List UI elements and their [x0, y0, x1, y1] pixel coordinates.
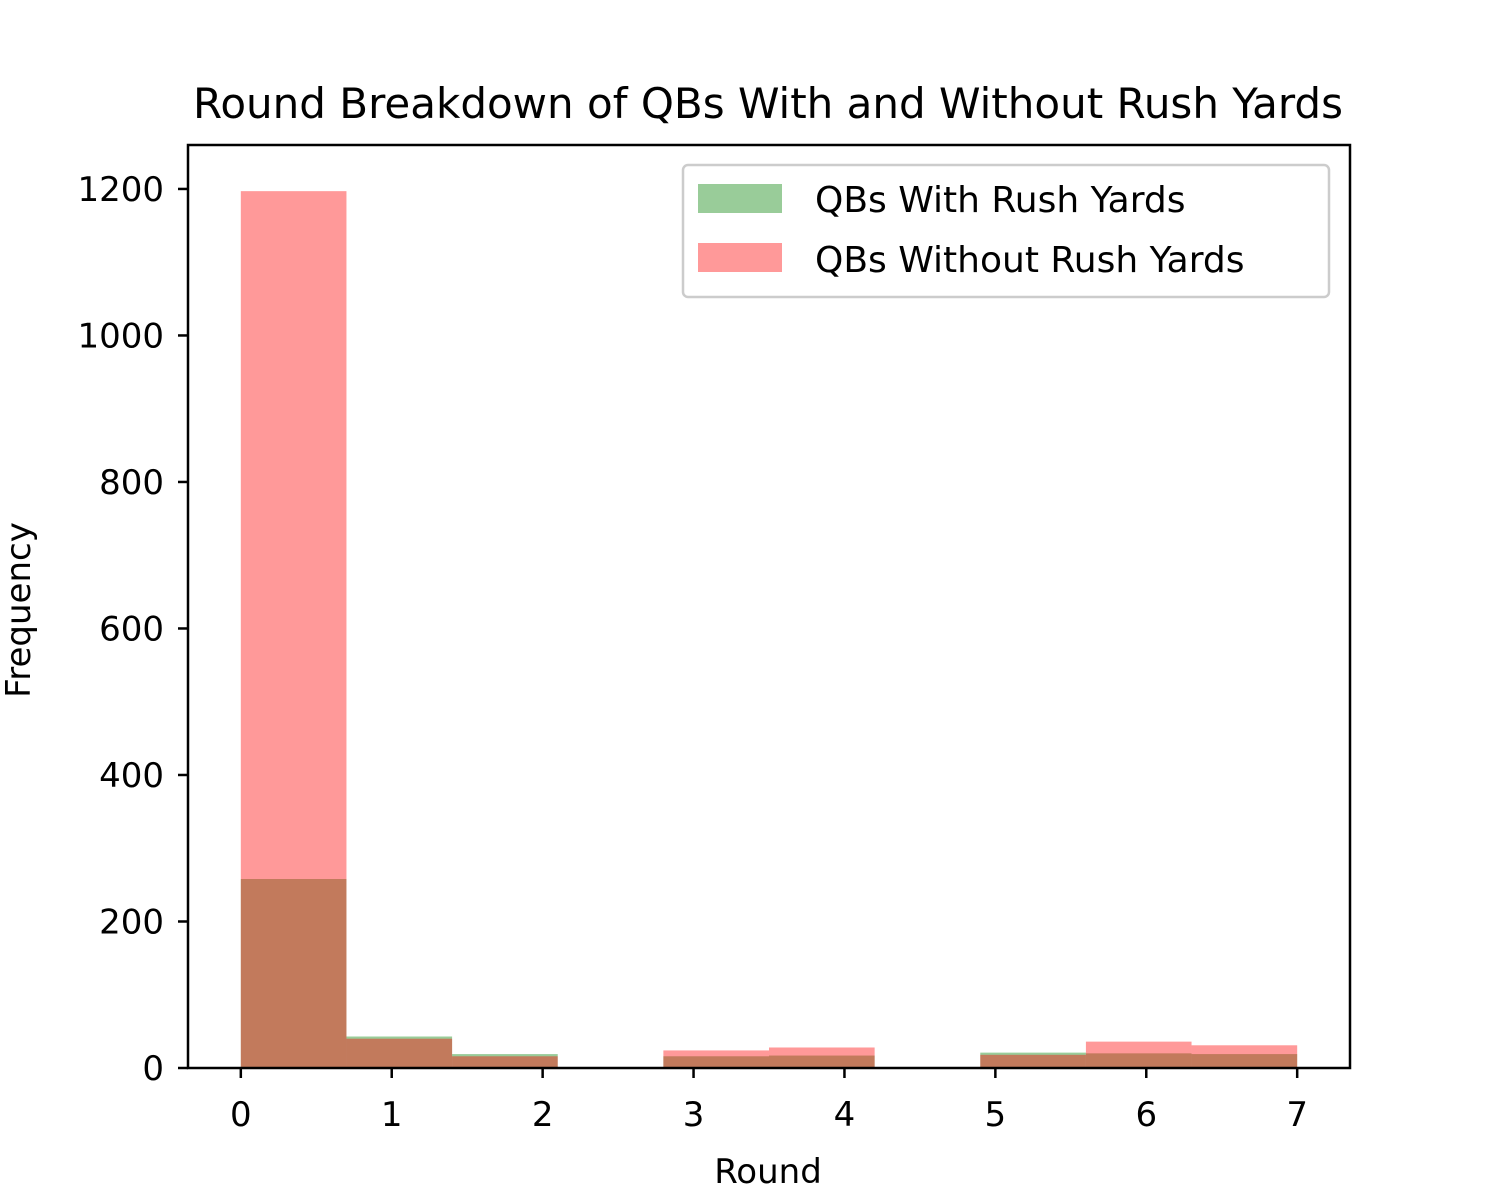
bar-series-0-bin-0 — [240, 879, 347, 1068]
y-tick-label: 200 — [99, 902, 164, 942]
bar-series-1-bin-9 — [1191, 1045, 1298, 1068]
bar-series-1-bin-5 — [769, 1047, 875, 1068]
y-tick-label: 600 — [99, 609, 164, 649]
legend-label-without-rush-yards: QBs Without Rush Yards — [815, 240, 1244, 281]
x-tick-label: 1 — [381, 1095, 403, 1135]
legend-swatch-with-rush-yards — [698, 184, 782, 213]
bar-series-0-bin-7 — [980, 1052, 1086, 1068]
bar-series-0-bin-4 — [663, 1056, 769, 1068]
chart-title: Round Breakdown of QBs With and Without … — [193, 79, 1343, 128]
x-tick-label: 3 — [683, 1095, 705, 1135]
x-axis-ticks: 0 1 2 3 4 5 6 7 — [230, 1068, 1308, 1135]
legend-swatch-without-rush-yards — [698, 243, 782, 272]
x-tick-label: 2 — [532, 1095, 554, 1135]
bar-series-0-bin-1 — [346, 1036, 453, 1068]
x-tick-label: 7 — [1286, 1095, 1308, 1135]
plot-frame — [186, 143, 1352, 1070]
y-axis-ticks: 0 200 400 600 800 1000 1200 — [77, 170, 188, 1089]
y-tick-label: 1200 — [77, 170, 164, 210]
x-axis-label: Round — [714, 1152, 822, 1192]
y-tick-label: 0 — [142, 1049, 164, 1089]
bar-series-0-bin-8 — [1085, 1053, 1192, 1068]
bar-series-1-bin-2 — [452, 1056, 558, 1068]
x-tick-label: 5 — [985, 1095, 1007, 1135]
bar-series-0-bin-5 — [769, 1055, 875, 1068]
bar-series-0-bin-2 — [452, 1054, 558, 1068]
legend-frame — [681, 163, 1331, 299]
bar-series-1-bin-0 — [240, 191, 347, 1068]
bar-series-0-bin-9 — [1191, 1054, 1298, 1068]
x-tick-label: 6 — [1135, 1095, 1157, 1135]
bars-layer — [240, 191, 1298, 1068]
bar-series-1-bin-7 — [980, 1054, 1086, 1068]
bar-series-1-bin-4 — [663, 1050, 769, 1068]
bar-series-1-bin-1 — [346, 1038, 453, 1068]
x-tick-label: 4 — [834, 1095, 856, 1135]
x-tick-label: 0 — [230, 1095, 252, 1135]
legend-label-with-rush-yards: QBs With Rush Yards — [815, 180, 1186, 221]
y-tick-label: 800 — [99, 463, 164, 503]
y-tick-label: 1000 — [77, 316, 164, 356]
bar-series-1-bin-8 — [1085, 1041, 1192, 1068]
y-tick-label: 400 — [99, 756, 164, 796]
y-axis-label: Frequency — [0, 522, 39, 698]
legend: QBs With Rush Yards QBs Without Rush Yar… — [681, 163, 1331, 299]
